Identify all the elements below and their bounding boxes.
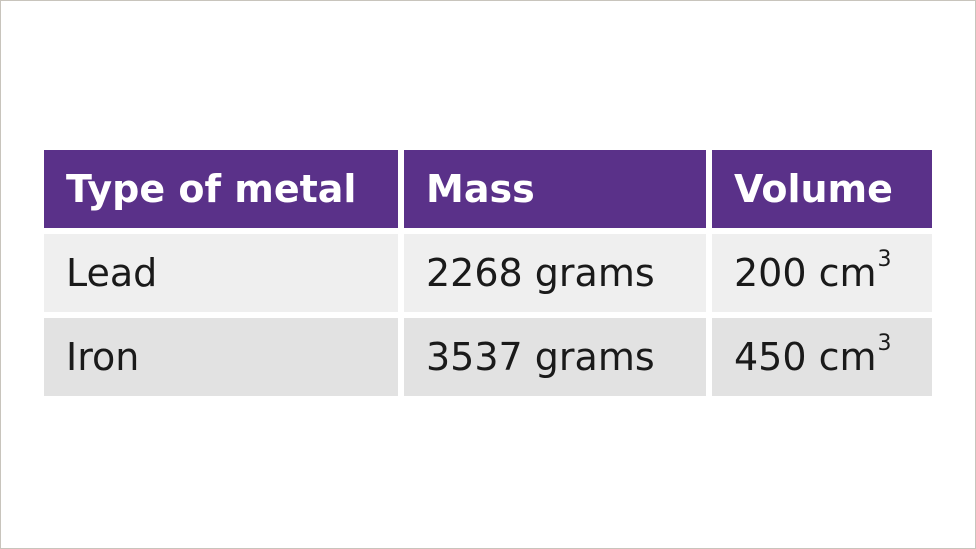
lead-volume-value: 200 cm 3	[734, 247, 892, 295]
iron-volume-number-unit: 450 cm	[734, 335, 877, 379]
header-mass: Mass	[404, 150, 706, 228]
lead-volume-exponent: 3	[877, 247, 892, 272]
iron-volume-exponent: 3	[877, 331, 892, 356]
cell-iron-mass: 3537 grams	[404, 318, 706, 396]
cell-lead-metal: Lead	[44, 234, 398, 312]
header-type-of-metal: Type of metal	[44, 150, 398, 228]
cell-lead-mass: 2268 grams	[404, 234, 706, 312]
cell-lead-volume: 200 cm 3	[712, 234, 932, 312]
metal-data-table: Type of metal Mass Volume Lead 2268 gram…	[44, 150, 932, 396]
lead-volume-number-unit: 200 cm	[734, 251, 877, 295]
header-volume: Volume	[712, 150, 932, 228]
cell-iron-volume: 450 cm 3	[712, 318, 932, 396]
iron-volume-value: 450 cm 3	[734, 331, 892, 379]
cell-iron-metal: Iron	[44, 318, 398, 396]
